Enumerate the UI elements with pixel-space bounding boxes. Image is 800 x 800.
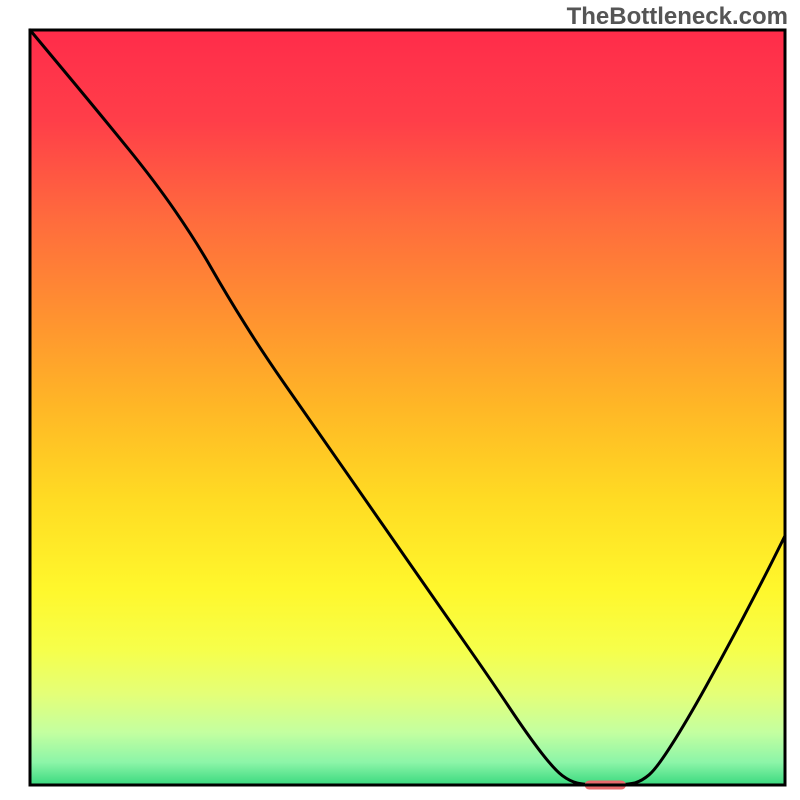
bottleneck-chart: [0, 0, 800, 800]
chart-container: TheBottleneck.com: [0, 0, 800, 800]
chart-background: [30, 30, 785, 785]
watermark-text: TheBottleneck.com: [567, 3, 788, 31]
